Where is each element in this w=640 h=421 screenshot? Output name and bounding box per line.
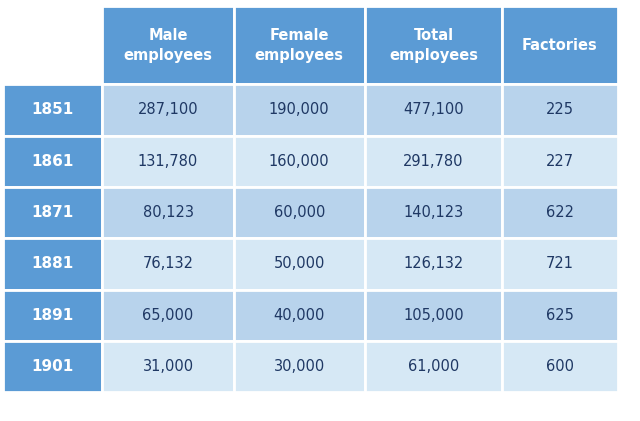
Text: 1871: 1871 — [31, 205, 74, 220]
Text: 1851: 1851 — [31, 102, 74, 117]
Bar — [234, 341, 365, 392]
Bar — [365, 136, 502, 187]
Bar — [102, 290, 234, 341]
Bar — [365, 84, 502, 136]
Text: Total
employees: Total employees — [389, 28, 478, 63]
Text: 30,000: 30,000 — [273, 359, 325, 374]
Text: 1901: 1901 — [31, 359, 74, 374]
Text: 287,100: 287,100 — [138, 102, 198, 117]
Bar — [502, 136, 618, 187]
Text: 1891: 1891 — [31, 308, 74, 323]
Bar — [102, 238, 234, 290]
Text: 105,000: 105,000 — [403, 308, 464, 323]
Text: 140,123: 140,123 — [403, 205, 464, 220]
Text: 477,100: 477,100 — [403, 102, 464, 117]
Text: 190,000: 190,000 — [269, 102, 330, 117]
Text: 625: 625 — [546, 308, 574, 323]
Text: 65,000: 65,000 — [142, 308, 194, 323]
Bar — [234, 290, 365, 341]
Text: Female
employees: Female employees — [255, 28, 344, 63]
Text: 126,132: 126,132 — [403, 256, 464, 272]
Bar — [102, 6, 234, 84]
Bar — [3, 341, 102, 392]
Bar — [234, 84, 365, 136]
Bar — [234, 187, 365, 238]
Bar — [3, 290, 102, 341]
Bar — [234, 6, 365, 84]
Text: 227: 227 — [546, 154, 574, 169]
Bar — [502, 290, 618, 341]
Text: 31,000: 31,000 — [143, 359, 193, 374]
Bar — [234, 136, 365, 187]
Bar — [502, 6, 618, 84]
Bar — [365, 6, 502, 84]
Text: 622: 622 — [546, 205, 574, 220]
Bar — [3, 136, 102, 187]
Text: 40,000: 40,000 — [273, 308, 325, 323]
Bar — [102, 84, 234, 136]
Bar — [102, 187, 234, 238]
Text: 80,123: 80,123 — [143, 205, 193, 220]
Bar — [502, 187, 618, 238]
Bar — [3, 6, 102, 84]
Bar — [365, 290, 502, 341]
Bar — [3, 187, 102, 238]
Bar — [502, 238, 618, 290]
Bar — [102, 341, 234, 392]
Bar — [102, 136, 234, 187]
Bar — [365, 341, 502, 392]
Text: 600: 600 — [546, 359, 574, 374]
Text: Factories: Factories — [522, 38, 598, 53]
Bar — [502, 341, 618, 392]
Text: 50,000: 50,000 — [273, 256, 325, 272]
Text: 61,000: 61,000 — [408, 359, 460, 374]
Bar — [365, 187, 502, 238]
Text: 60,000: 60,000 — [273, 205, 325, 220]
Text: 76,132: 76,132 — [143, 256, 193, 272]
Text: 1861: 1861 — [31, 154, 74, 169]
Bar — [365, 238, 502, 290]
Text: 225: 225 — [546, 102, 574, 117]
Bar — [234, 238, 365, 290]
Bar — [3, 84, 102, 136]
Bar — [3, 238, 102, 290]
Bar — [502, 84, 618, 136]
Text: 131,780: 131,780 — [138, 154, 198, 169]
Text: Male
employees: Male employees — [124, 28, 212, 63]
Text: 1881: 1881 — [31, 256, 74, 272]
Text: 721: 721 — [546, 256, 574, 272]
Text: 291,780: 291,780 — [403, 154, 464, 169]
Text: 160,000: 160,000 — [269, 154, 330, 169]
